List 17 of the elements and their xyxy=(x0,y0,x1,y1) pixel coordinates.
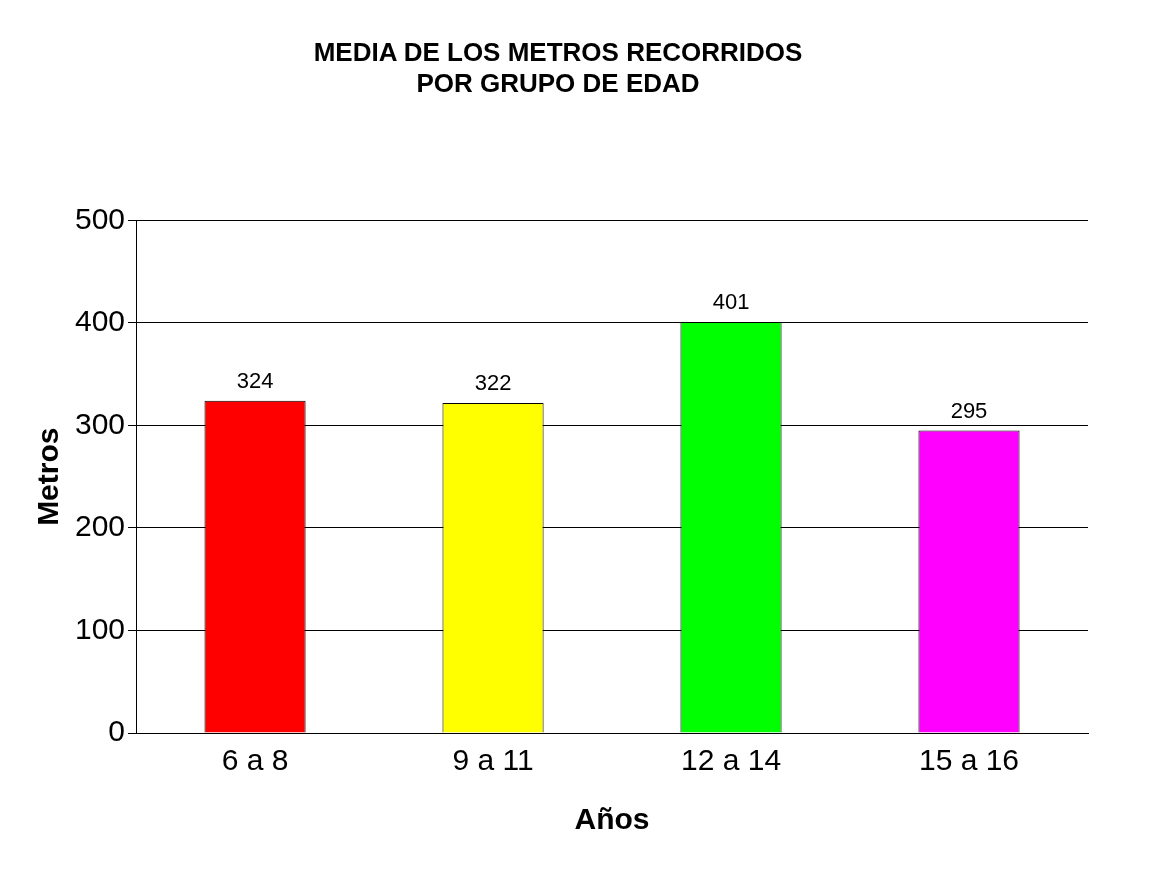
y-tick-label: 200 xyxy=(74,509,126,543)
y-tick-label: 500 xyxy=(74,201,126,235)
data-label: 295 xyxy=(950,397,988,423)
data-label: 401 xyxy=(712,288,750,314)
x-tick-label: 15 a 16 xyxy=(918,743,1020,777)
y-axis-title: Metros xyxy=(31,427,65,526)
data-label: 322 xyxy=(474,369,512,395)
x-tick-label: 12 a 14 xyxy=(680,743,782,777)
y-tick-label: 400 xyxy=(74,304,126,338)
x-tick-label: 6 a 8 xyxy=(221,743,289,777)
chart-title: MEDIA DE LOS METROS RECORRIDOS POR GRUPO DE EDAD xyxy=(313,36,803,98)
y-tick-label: 100 xyxy=(74,611,126,645)
data-label: 324 xyxy=(236,367,274,393)
x-tick-label: 9 a 11 xyxy=(452,743,534,777)
y-tick-label: 300 xyxy=(74,406,126,440)
x-axis-title: Años xyxy=(574,802,650,836)
y-tick-label: 0 xyxy=(108,714,126,748)
